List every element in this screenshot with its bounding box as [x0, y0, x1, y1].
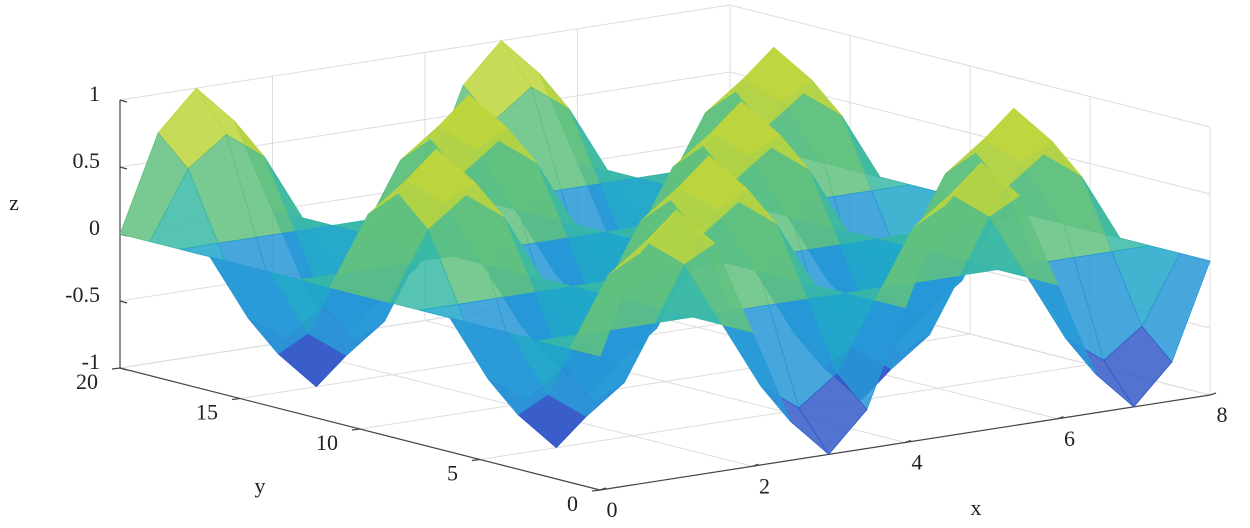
tick-mark: [591, 489, 601, 492]
tick-mark: [119, 300, 128, 304]
x-tick-label: 6: [1064, 426, 1075, 451]
z-tick-label: -1: [82, 349, 100, 374]
x-tick-label: 8: [1217, 402, 1228, 427]
tick-mark: [119, 99, 128, 103]
tick-mark: [599, 487, 607, 491]
z-tick-label: 0: [89, 215, 100, 240]
grid-line: [729, 4, 1211, 128]
y-tick-label: 15: [196, 400, 218, 425]
tick-mark: [111, 367, 121, 370]
y-tick-label: 10: [316, 430, 338, 455]
tick-mark: [752, 463, 759, 467]
grid-line: [119, 4, 731, 101]
z-tick-label: 0.5: [73, 148, 101, 173]
tick-mark: [119, 367, 128, 371]
tick-mark: [904, 439, 912, 444]
x-tick-label: 0: [607, 497, 618, 522]
tick-mark: [471, 458, 481, 462]
y-tick-label: 0: [567, 491, 578, 516]
tick-mark: [231, 397, 241, 401]
y-tick-label: 20: [76, 369, 98, 394]
y-axis-label: y: [255, 473, 266, 498]
z-tick-label: -0.5: [65, 282, 100, 307]
z-tick-label: 1: [89, 81, 100, 106]
tick-mark: [351, 428, 361, 431]
z-axis-label: z: [9, 190, 19, 215]
y-tick-label: 5: [447, 461, 458, 486]
x-tick-label: 4: [912, 450, 923, 475]
x-axis-label: x: [971, 495, 982, 520]
x-tick-label: 2: [759, 473, 770, 498]
tick-mark: [1209, 392, 1217, 396]
tick-mark: [119, 166, 128, 170]
tick-mark: [1057, 416, 1064, 420]
surface-cell: [569, 253, 639, 357]
